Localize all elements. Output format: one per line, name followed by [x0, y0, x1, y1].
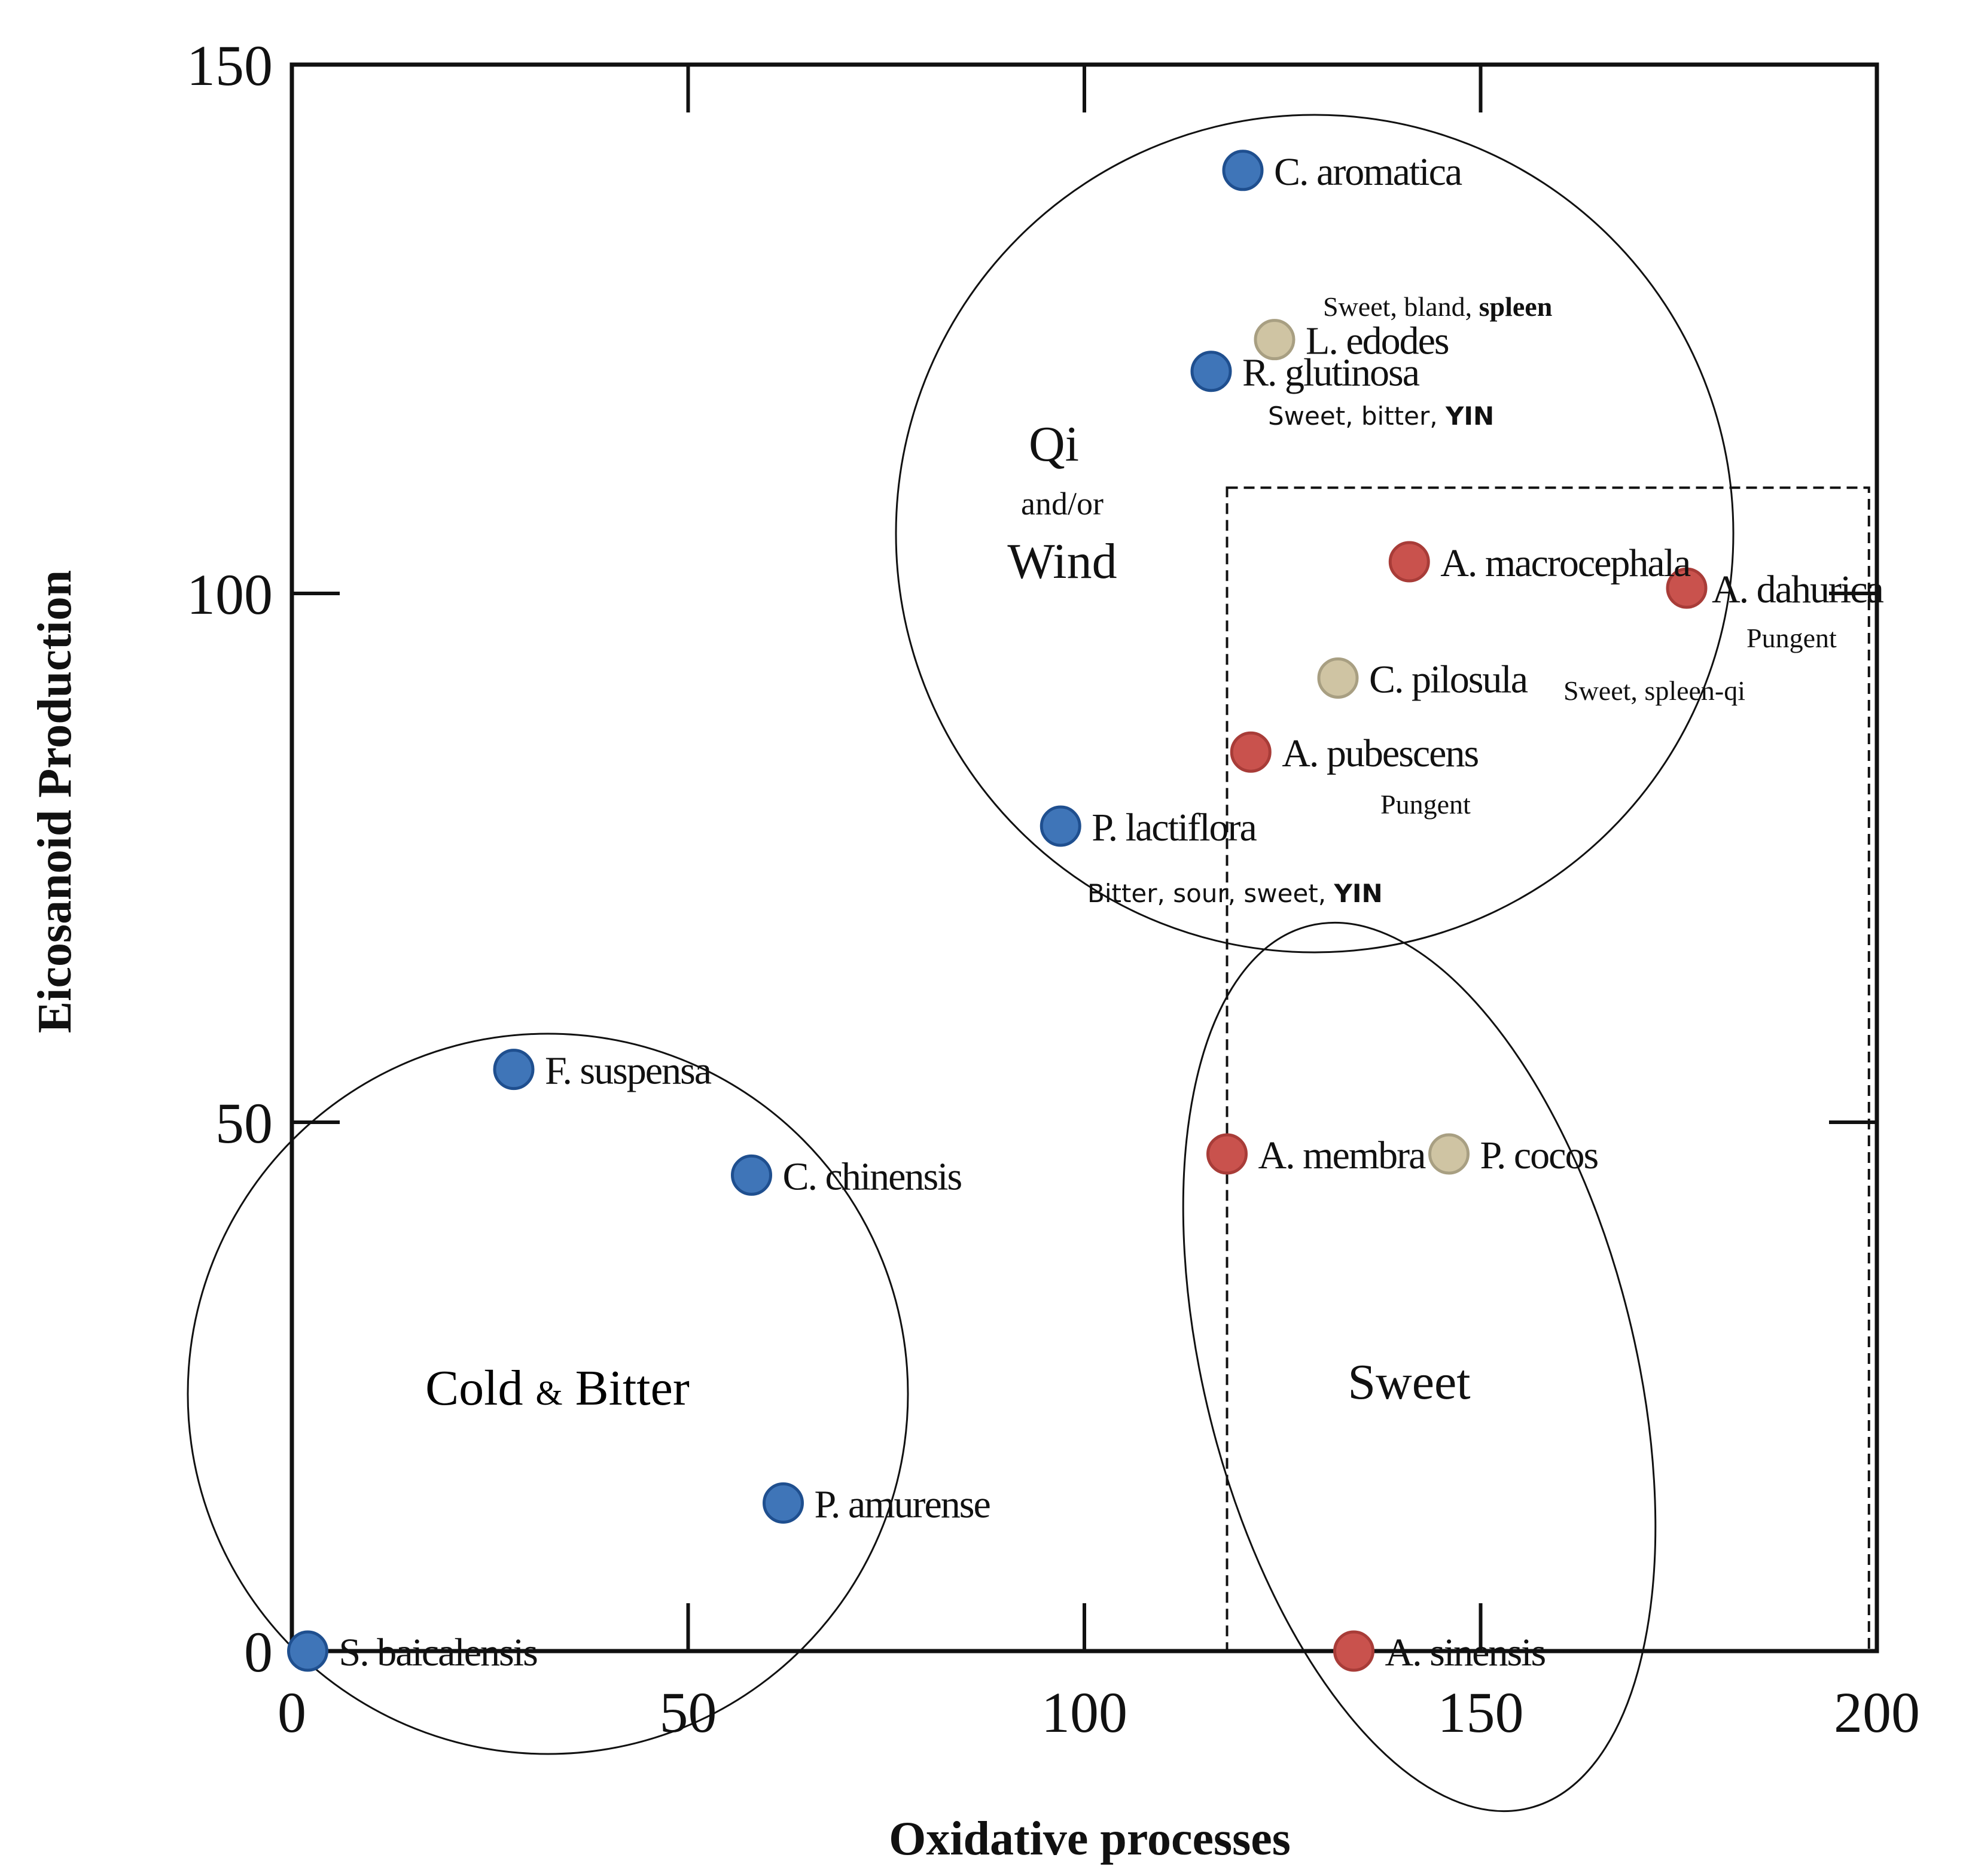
point-label-a-sinensis: A. sinensis [1385, 1631, 1546, 1674]
x-tick-label: 150 [1438, 1680, 1524, 1744]
point-a-sinensis [1333, 1630, 1374, 1672]
point-label-a-macrocephala: A. macrocephala [1440, 541, 1691, 585]
highlight-box [1226, 486, 1870, 1653]
group-andor-label: and/or [1021, 486, 1104, 522]
x-tick-label: 100 [1041, 1680, 1127, 1744]
y-tick-label: 0 [244, 1620, 273, 1684]
x-tick-label: 0 [278, 1680, 306, 1744]
point-label-p-lactiflora: P. lactiflora [1092, 806, 1257, 849]
cold-bitter-circle [187, 1033, 909, 1755]
point-c-aromatica [1222, 150, 1264, 191]
annotation-p-lactiflora: Bitter, sour, sweet, YIN [1087, 879, 1383, 908]
group-cold-bitter-label: Cold & Bitter [425, 1360, 690, 1416]
x-tick-label: 200 [1834, 1680, 1920, 1744]
point-label-a-pubescens: A. pubescens [1282, 732, 1478, 775]
point-c-pilosula [1317, 657, 1359, 699]
point-label-f-suspensa: F. suspensa [545, 1049, 712, 1093]
point-label-a-membra: A. membra [1258, 1134, 1426, 1177]
point-c-chinensis [731, 1154, 772, 1196]
point-label-l-edodes: L. edodes [1306, 319, 1449, 363]
group-cold-part: Cold [425, 1360, 535, 1416]
axis-tick-labels: 0 50 100 150 200 0 50 100 150 [187, 34, 1920, 1744]
point-label-p-cocos: P. cocos [1480, 1134, 1598, 1177]
point-label-a-dahurica: A. dahurica [1712, 568, 1884, 611]
annotation-c-pilosula: Sweet, spleen-qi [1563, 675, 1745, 706]
point-label-c-pilosula: C. pilosula [1369, 657, 1528, 701]
y-tick-label: 100 [187, 562, 273, 626]
x-tick-label: 50 [660, 1680, 717, 1744]
group-wind-label: Wind [1007, 534, 1117, 589]
point-r-glutinosa [1190, 351, 1232, 392]
data-points [287, 150, 1708, 1672]
point-a-membra [1206, 1133, 1248, 1175]
annotation-r-glutinosa: Sweet, bitter, YIN [1268, 401, 1494, 431]
point-l-edodes [1254, 319, 1296, 361]
point-label-r-glutinosa: R. glutinosa [1242, 351, 1420, 395]
point-a-dahurica [1666, 567, 1708, 609]
group-bitter-part: Bitter [563, 1360, 690, 1416]
annotation-l-edodes: Sweet, bland, spleen [1323, 291, 1552, 322]
group-qi-label: Qi [1029, 416, 1079, 472]
annotation-a-pubescens: Pungent [1380, 789, 1471, 820]
sweet-ellipse [1182, 921, 1657, 1813]
point-label-p-amurense: P. amurense [815, 1482, 990, 1526]
group-sweet-label: Sweet [1348, 1354, 1470, 1410]
point-p-amurense [763, 1482, 804, 1524]
point-a-macrocephala [1388, 541, 1430, 583]
point-p-cocos [1428, 1133, 1470, 1175]
annotation-a-dahurica: Pungent [1746, 623, 1837, 653]
x-axis-title: Oxidative processes [889, 1813, 1291, 1865]
qi-wind-circle [895, 114, 1735, 954]
y-tick-label: 150 [187, 34, 273, 98]
group-amp-part: & [535, 1374, 562, 1412]
point-label-s-baicalensis: S. baicalensis [339, 1631, 538, 1674]
point-f-suspensa [493, 1049, 535, 1091]
point-a-pubescens [1230, 731, 1272, 773]
point-p-lactiflora [1040, 805, 1081, 847]
point-label-c-chinensis: C. chinensis [783, 1155, 962, 1198]
point-s-baicalensis [287, 1630, 328, 1672]
y-tick-label: 50 [215, 1091, 273, 1155]
y-axis-title: Eicosanoid Production [29, 570, 81, 1033]
point-label-c-aromatica: C. aromatica [1274, 150, 1462, 194]
